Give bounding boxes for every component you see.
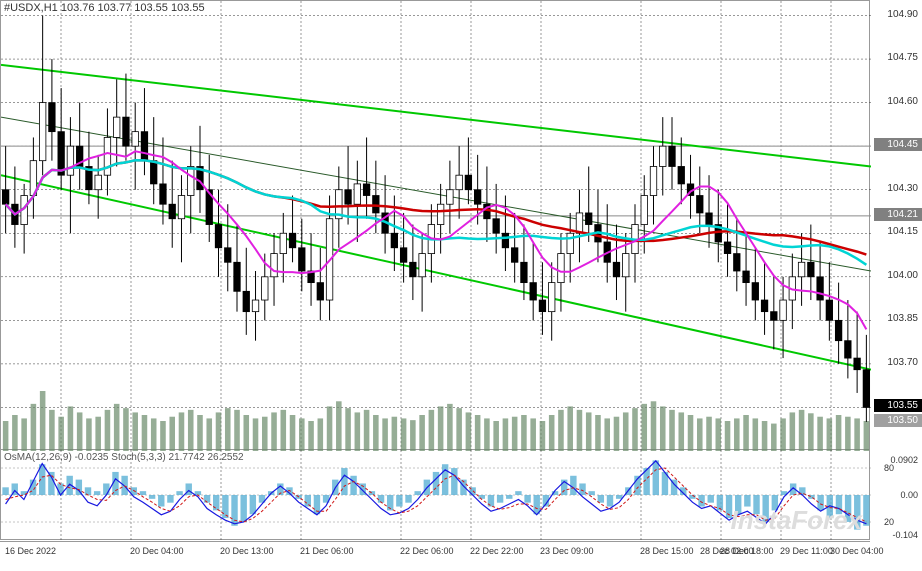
indicator-tick-label: -0.104 — [892, 530, 918, 540]
indicator-label: OsMA(12,26,9) -0.0235 Stoch(5,3,3) 21.77… — [4, 452, 244, 463]
chart-title: #USDX,H1 103.76 103.77 103.55 103.55 — [4, 2, 205, 14]
time-tick-label: 21 Dec 06:00 — [300, 546, 354, 556]
time-tick-label: 30 Dec 04:00 — [830, 546, 884, 556]
time-tick-label: 29 Dec 11:00 — [780, 546, 833, 556]
time-tick-label: 28 Dec 15:00 — [640, 546, 694, 556]
time-tick-label: 20 Dec 04:00 — [130, 546, 184, 556]
price-horizontal-marker: 104.21 — [874, 208, 922, 221]
indicator-stoch-label: 20 — [884, 517, 894, 527]
chart-container: #USDX,H1 103.76 103.77 103.55 103.55 104… — [0, 0, 922, 571]
price-tick-label: 104.60 — [887, 96, 918, 107]
price-tick-label: 104.75 — [887, 52, 918, 63]
price-y-axis: 104.90 104.75 104.60 104.45 104.30 104.15 104.… — [870, 0, 922, 450]
price-tick-label: 104.30 — [887, 183, 918, 194]
price-current-marker: 103.55 — [874, 399, 922, 412]
indicator-tick-label: 0.0902 — [890, 455, 918, 465]
time-tick-label: 20 Dec 13:00 — [220, 546, 274, 556]
price-tick-label: 104.15 — [887, 226, 918, 237]
indicator-tick-label: 0.00 — [900, 490, 918, 500]
price-tick-label: 104.90 — [887, 9, 918, 20]
time-tick-label: 22 Dec 22:00 — [470, 546, 524, 556]
time-tick-label: 16 Dec 2022 — [5, 546, 56, 556]
time-tick-label: 28 Dec 18:00 — [720, 546, 774, 556]
price-tick-label: 103.85 — [887, 313, 918, 324]
price-tick-label: 104.00 — [887, 270, 918, 281]
indicator-svg — [1, 450, 871, 540]
indicator-y-axis: 0.0902 0.00 -0.104 80 20 — [870, 450, 922, 540]
time-tick-label: 23 Dec 09:00 — [540, 546, 594, 556]
price-chart-area[interactable] — [0, 0, 870, 450]
time-x-axis: 16 Dec 2022 20 Dec 04:00 20 Dec 13:00 21 De… — [0, 541, 870, 571]
price-current-marker: 103.50 — [874, 414, 922, 427]
time-tick-label: 22 Dec 06:00 — [400, 546, 454, 556]
price-tick-label: 103.70 — [887, 357, 918, 368]
indicator-stoch-label: 80 — [884, 463, 894, 473]
price-chart-svg — [1, 1, 871, 451]
price-horizontal-marker: 104.45 — [874, 138, 922, 151]
indicator-panel[interactable] — [0, 450, 870, 540]
